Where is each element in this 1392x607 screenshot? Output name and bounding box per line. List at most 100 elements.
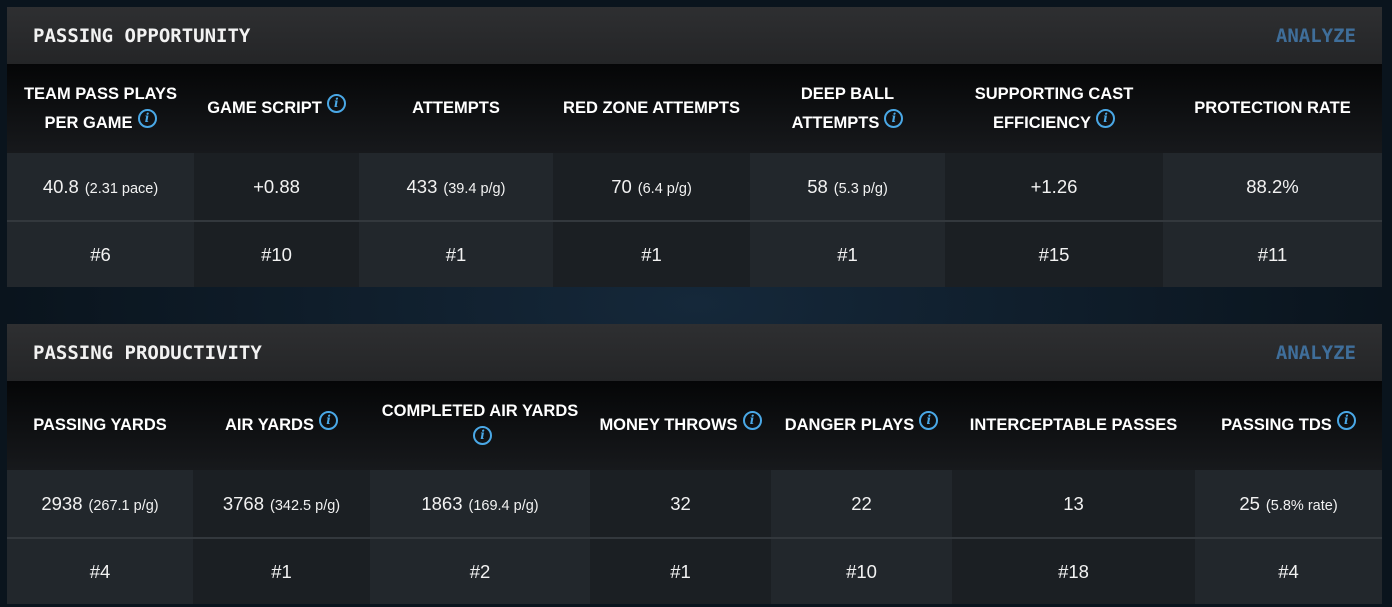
analyze-link[interactable]: ANALYZE	[1275, 24, 1356, 47]
stat-value-cell: 88.2%	[1163, 153, 1382, 222]
header-row: PASSING YARDS AIR YARDS i COMPLETED AIR YAR…	[7, 381, 1382, 470]
stat-value: 1863	[421, 492, 463, 514]
column-label: TEAM PASS PLAYS PER GAME	[23, 84, 178, 132]
column-header: SUPPORTING CAST EFFICIENCY i	[945, 64, 1163, 153]
stat-value: 70	[611, 175, 632, 197]
stat-value: 32	[670, 492, 691, 514]
column-header: DANGER PLAYS i	[771, 381, 952, 470]
stat-value: +1.26	[1030, 175, 1078, 197]
stat-subvalue: (2.31 pace)	[84, 180, 159, 197]
column-header: ATTEMPTS	[359, 64, 553, 153]
stat-rank-cell: #2	[370, 538, 590, 604]
column-label: AIR YARDS	[225, 416, 314, 434]
stat-rank: #1	[271, 560, 292, 582]
column-label: GAME SCRIPT	[207, 99, 322, 117]
stat-subvalue: (5.3 p/g)	[833, 180, 888, 197]
stat-rank: #4	[89, 560, 111, 582]
stat-value-cell: 2938 (267.1 p/g)	[7, 470, 193, 539]
stat-value: 88.2%	[1246, 175, 1299, 197]
column-label: PASSING TDS	[1221, 416, 1332, 434]
stat-rank: #2	[469, 560, 491, 582]
stat-rank-cell: #10	[771, 538, 952, 604]
stat-rank-cell: #15	[945, 221, 1163, 287]
column-header: TEAM PASS PLAYS PER GAME i	[7, 64, 194, 153]
column-header: COMPLETED AIR YARDS i	[370, 381, 590, 470]
info-icon[interactable]: i	[919, 411, 939, 430]
stat-rank-cell: #11	[1163, 221, 1382, 287]
stat-value-cell: 3768 (342.5 p/g)	[193, 470, 370, 539]
column-header: PASSING YARDS	[7, 381, 193, 470]
stat-value-cell: 58 (5.3 p/g)	[750, 153, 945, 222]
panel-header: PASSING OPPORTUNITY ANALYZE	[7, 7, 1382, 64]
column-header: MONEY THROWS i	[590, 381, 771, 470]
stat-value: 2938	[41, 492, 83, 514]
stat-value: 433	[406, 175, 438, 197]
info-icon[interactable]: i	[742, 411, 762, 430]
stat-value: 40.8	[42, 175, 79, 197]
stat-value-cell: 32	[590, 470, 771, 539]
passing-opportunity-panel: PASSING OPPORTUNITY ANALYZE TEAM PASS PL…	[7, 7, 1382, 287]
stat-rank: #10	[846, 560, 877, 582]
analyze-link[interactable]: ANALYZE	[1275, 341, 1356, 364]
stat-value-cell: +0.88	[194, 153, 359, 222]
panel-header: PASSING PRODUCTIVITY ANALYZE	[7, 324, 1382, 381]
stat-value: 25	[1239, 492, 1260, 514]
column-header: AIR YARDS i	[193, 381, 370, 470]
rank-row: #6 #10 #1 #1 #1 #15 #11	[7, 221, 1382, 287]
stat-rank: #6	[90, 243, 111, 265]
stat-rank-cell: #6	[7, 221, 194, 287]
column-label: ATTEMPTS	[412, 99, 500, 117]
info-icon[interactable]: i	[137, 108, 157, 128]
column-header: DEEP BALL ATTEMPTS i	[750, 64, 945, 153]
stat-subvalue: (6.4 p/g)	[637, 180, 692, 197]
stat-rank-cell: #4	[1195, 538, 1382, 604]
stat-value-cell: 22	[771, 470, 952, 539]
column-header: PROTECTION RATE	[1163, 64, 1382, 153]
column-label: MONEY THROWS	[599, 416, 738, 434]
column-label: COMPLETED AIR YARDS	[381, 401, 579, 420]
stat-value-cell: 40.8 (2.31 pace)	[7, 153, 194, 222]
stat-rank-cell: #1	[750, 221, 945, 287]
stat-subvalue: (342.5 p/g)	[270, 497, 341, 514]
stat-rank: #11	[1257, 243, 1288, 265]
column-label: RED ZONE ATTEMPTS	[563, 99, 740, 117]
stat-value: 13	[1063, 492, 1084, 514]
stat-subvalue: (5.8% rate)	[1265, 497, 1338, 514]
value-row: 2938 (267.1 p/g) 3768 (342.5 p/g) 1863 (169.4…	[7, 470, 1382, 539]
stats-table: TEAM PASS PLAYS PER GAME i GAME SCRIPT i ATT…	[7, 64, 1382, 287]
stat-rank: #1	[641, 243, 662, 265]
stat-value: +0.88	[253, 175, 300, 197]
column-label: PASSING YARDS	[33, 416, 167, 434]
stat-subvalue: (267.1 p/g)	[88, 497, 159, 514]
column-label: INTERCEPTABLE PASSES	[969, 416, 1178, 434]
stat-value-cell: 13	[952, 470, 1195, 539]
stat-value-cell: 25 (5.8% rate)	[1195, 470, 1382, 539]
value-row: 40.8 (2.31 pace) +0.88 433 (39.4 p/g) 70 (6.4 …	[7, 153, 1382, 222]
column-label: SUPPORTING CAST EFFICIENCY	[974, 84, 1134, 132]
stat-rank: #15	[1038, 243, 1070, 265]
stat-rank: #1	[445, 243, 467, 265]
stat-value-cell: 70 (6.4 p/g)	[553, 153, 750, 222]
stat-rank: #1	[837, 243, 858, 265]
panel-title: PASSING OPPORTUNITY	[33, 24, 251, 47]
stat-rank-cell: #4	[7, 538, 193, 604]
stat-rank-cell: #1	[590, 538, 771, 604]
info-icon[interactable]: i	[326, 94, 346, 113]
column-label: DANGER PLAYS	[784, 416, 915, 434]
stat-value-cell: 433 (39.4 p/g)	[359, 153, 553, 222]
info-icon[interactable]: i	[884, 108, 904, 128]
stat-rank: #18	[1058, 560, 1089, 582]
stat-rank: #1	[670, 560, 691, 582]
info-icon[interactable]: i	[318, 411, 338, 430]
column-label: DEEP BALL ATTEMPTS	[791, 84, 895, 132]
info-icon[interactable]: i	[473, 425, 492, 445]
column-header: INTERCEPTABLE PASSES	[952, 381, 1195, 470]
info-icon[interactable]: i	[1096, 108, 1116, 128]
column-header: RED ZONE ATTEMPTS	[553, 64, 750, 153]
info-icon[interactable]: i	[1336, 411, 1356, 430]
stat-value: 58	[807, 175, 828, 197]
rank-row: #4 #1 #2 #1 #10 #18 #4	[7, 538, 1382, 604]
stat-rank-cell: #18	[952, 538, 1195, 604]
stat-rank: #4	[1278, 560, 1299, 582]
passing-productivity-panel: PASSING PRODUCTIVITY ANALYZE PASSING YAR…	[7, 324, 1382, 604]
